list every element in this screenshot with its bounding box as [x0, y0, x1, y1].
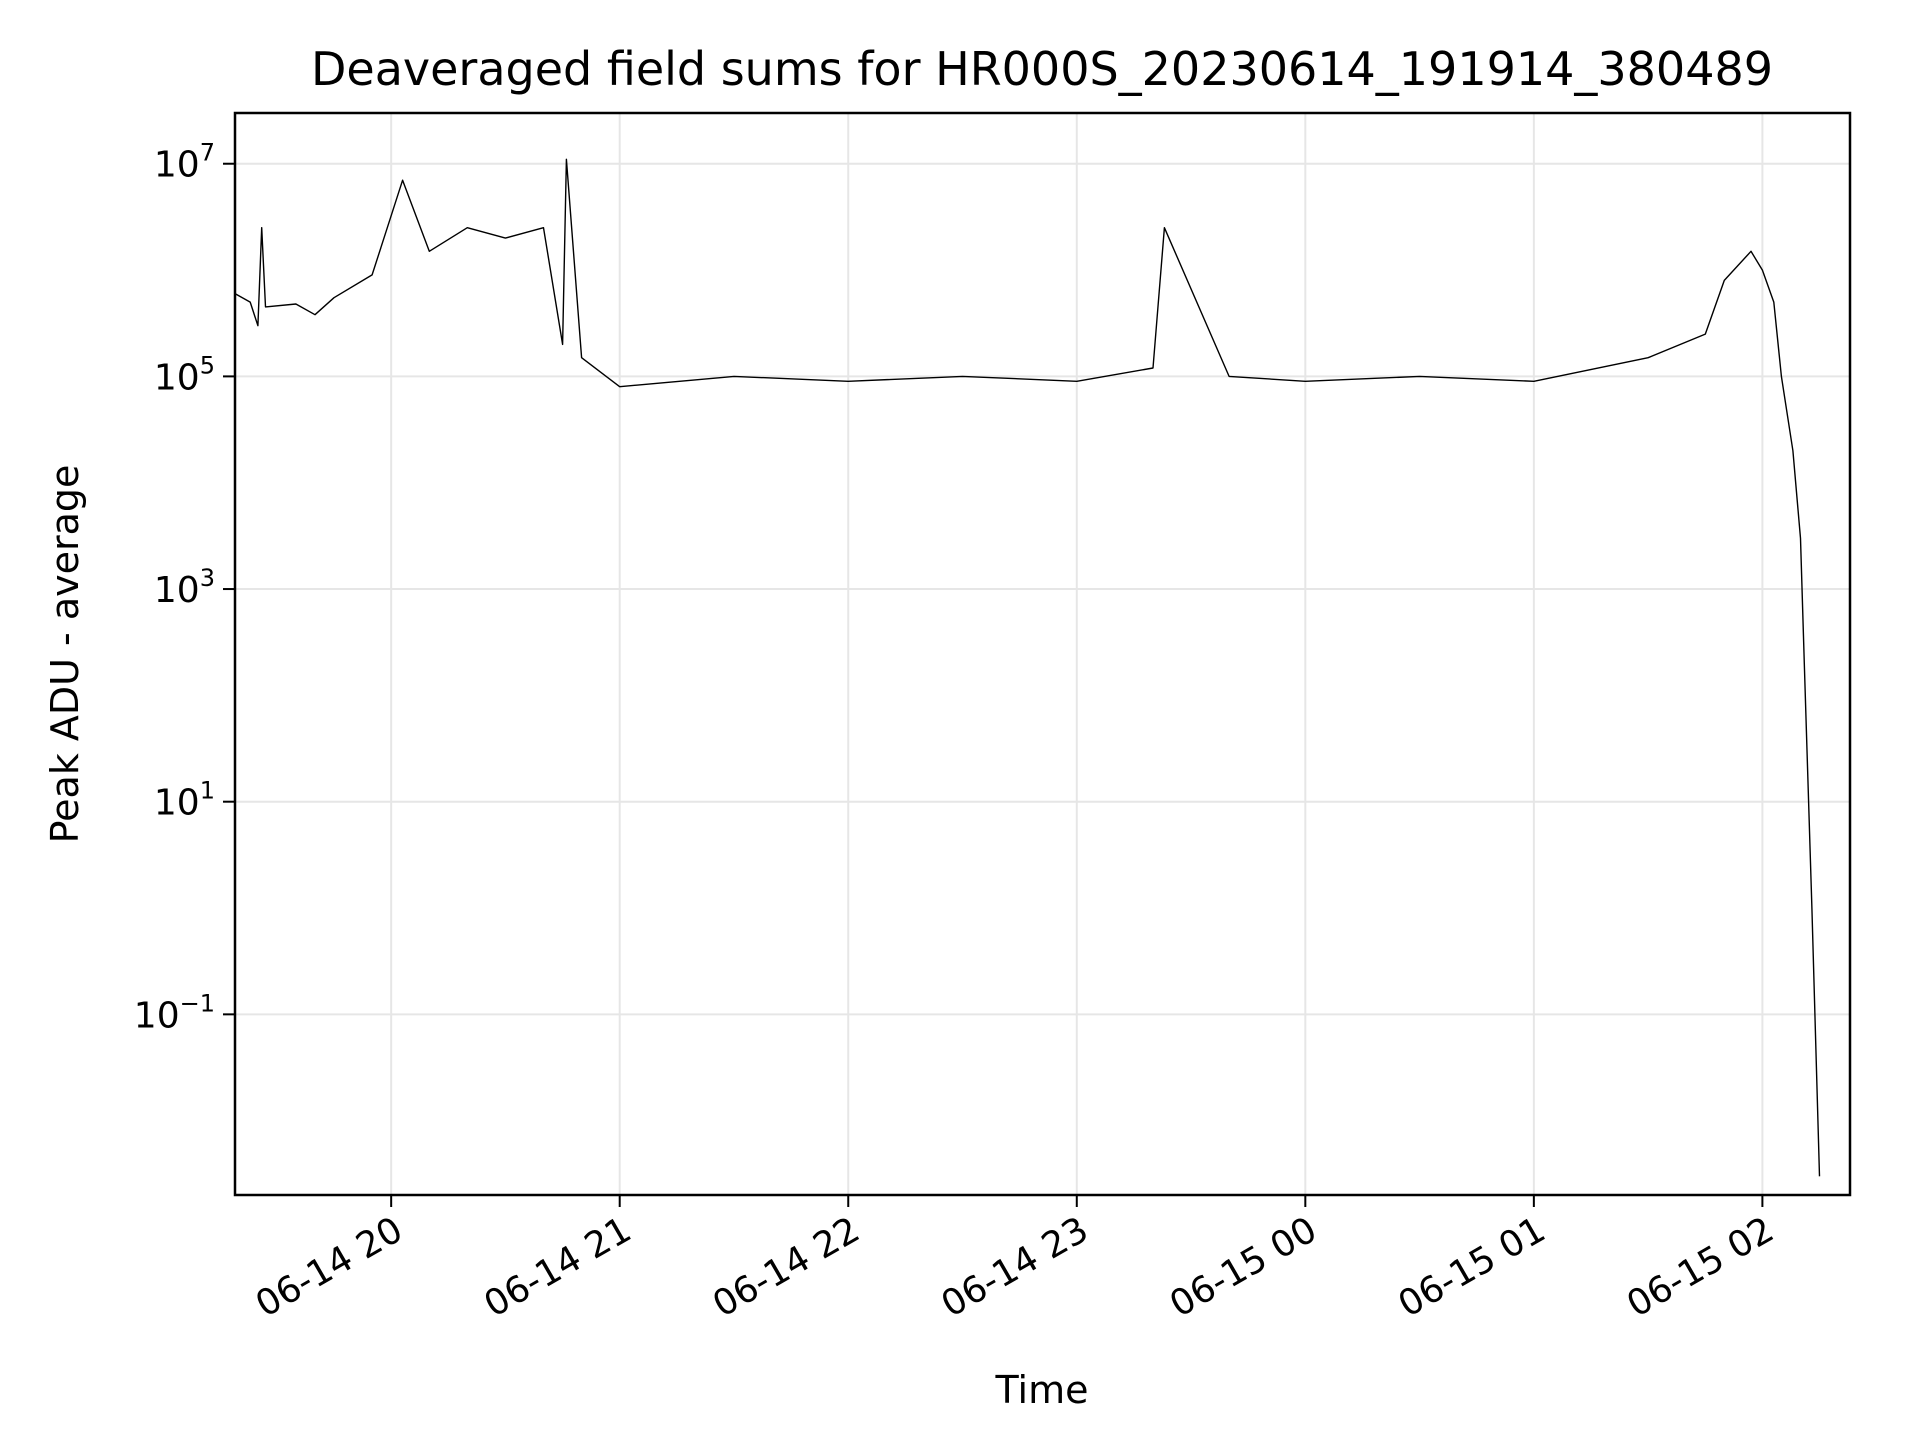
plot-frame [233, 111, 1852, 1197]
series-line [234, 158, 1821, 1177]
y-tick-label: 107 [154, 139, 215, 186]
grid-layer [235, 113, 1850, 1195]
y-tick-label: 103 [154, 564, 215, 611]
y-axis-label: Peak ADU - average [43, 465, 87, 844]
y-tick-label: 10−1 [134, 989, 215, 1036]
series-layer [234, 158, 1821, 1177]
chart-title: Deaveraged field sums for HR000S_2023061… [311, 42, 1773, 96]
y-tick-label: 101 [154, 777, 215, 824]
x-axis-label: Time [995, 1368, 1089, 1412]
y-tick-label: 105 [154, 351, 215, 398]
